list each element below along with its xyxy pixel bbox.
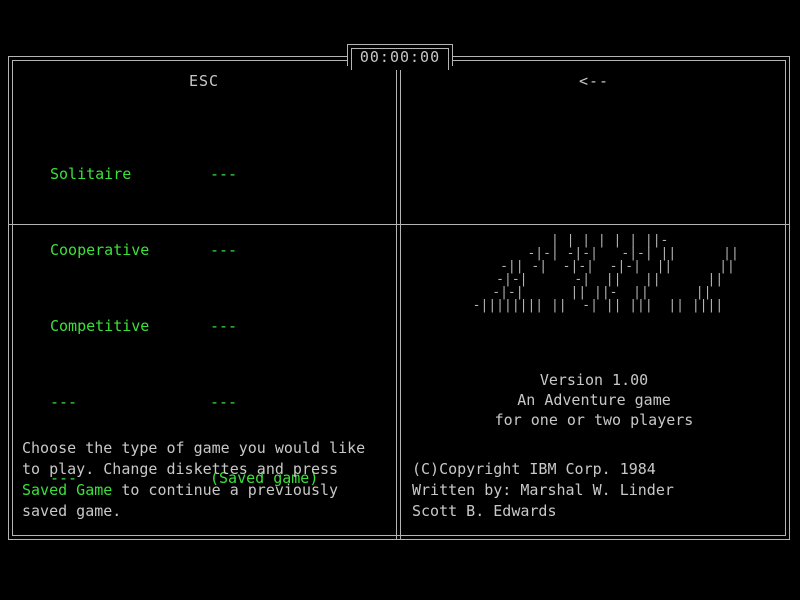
menu-item-cooperative-dash: ---	[210, 241, 238, 259]
horizontal-divider	[9, 224, 789, 225]
back-arrow-panel: <--	[404, 62, 784, 222]
back-arrow-icon[interactable]: <--	[578, 72, 610, 90]
credits-text: (C)Copyright IBM Corp. 1984 Written by: …	[412, 459, 780, 522]
author-second-line: Scott B. Edwards	[412, 502, 557, 520]
menu-item-solitaire-label: Solitaire	[50, 165, 132, 183]
tagline-line-one: An Adventure game	[517, 391, 671, 409]
menu-item-saved-game-label: ---	[50, 469, 78, 487]
instructions-panel: Choose the type of game you would like t…	[14, 228, 394, 536]
game-timer: 00:00:00	[359, 48, 441, 66]
instructions-text: Choose the type of game you would like t…	[22, 438, 390, 522]
tagline-line-two: for one or two players	[494, 411, 694, 429]
menu-item-competitive-label: Competitive	[50, 317, 150, 335]
version-label: Version 1.00	[539, 371, 649, 389]
copyright-line: (C)Copyright IBM Corp. 1984	[412, 460, 656, 478]
title-logo-panel: | | | | | | ||- -|-| -|-| -|-| || || -||…	[404, 228, 784, 536]
vertical-divider-left-line	[396, 57, 397, 539]
logo-caption: Version 1.00 An Adventure game for one o…	[404, 370, 784, 430]
game-mode-list: Solitaire --- Cooperative --- Competitive -…	[14, 108, 394, 545]
menu-panel: ESC Solitaire --- Cooperative --- Competit…	[14, 62, 394, 487]
menu-item-saved-game[interactable]: --- (Saved game)	[50, 469, 394, 488]
timer-notch-mask	[353, 54, 447, 64]
instructions-part-one: Choose the type of game you would like t…	[22, 439, 375, 478]
menu-item-cooperative[interactable]: Cooperative ---	[50, 241, 394, 260]
menu-item-cooperative-label: Cooperative	[50, 241, 150, 259]
saved-game-keyword: Saved Game	[22, 481, 113, 499]
instructions-part-two: to continue a previously saved game.	[22, 481, 348, 520]
written-by-line: Written by: Marshal W. Linder	[412, 481, 674, 499]
vertical-divider-right-line	[400, 57, 401, 539]
menu-item-blank[interactable]: --- ---	[50, 393, 394, 412]
menu-item-solitaire[interactable]: Solitaire ---	[50, 165, 394, 184]
esc-label[interactable]: ESC	[188, 72, 220, 90]
menu-item-solitaire-dash: ---	[210, 165, 238, 183]
menu-item-competitive-dash: ---	[210, 317, 238, 335]
menu-item-blank-label: ---	[50, 393, 78, 411]
ascii-art-logo: | | | | | | ||- -|-| -|-| -|-| || || -||…	[472, 233, 739, 313]
menu-item-competitive[interactable]: Competitive ---	[50, 317, 394, 336]
menu-item-blank-dash: ---	[210, 393, 238, 411]
menu-item-saved-game-note: (Saved game)	[210, 469, 319, 487]
